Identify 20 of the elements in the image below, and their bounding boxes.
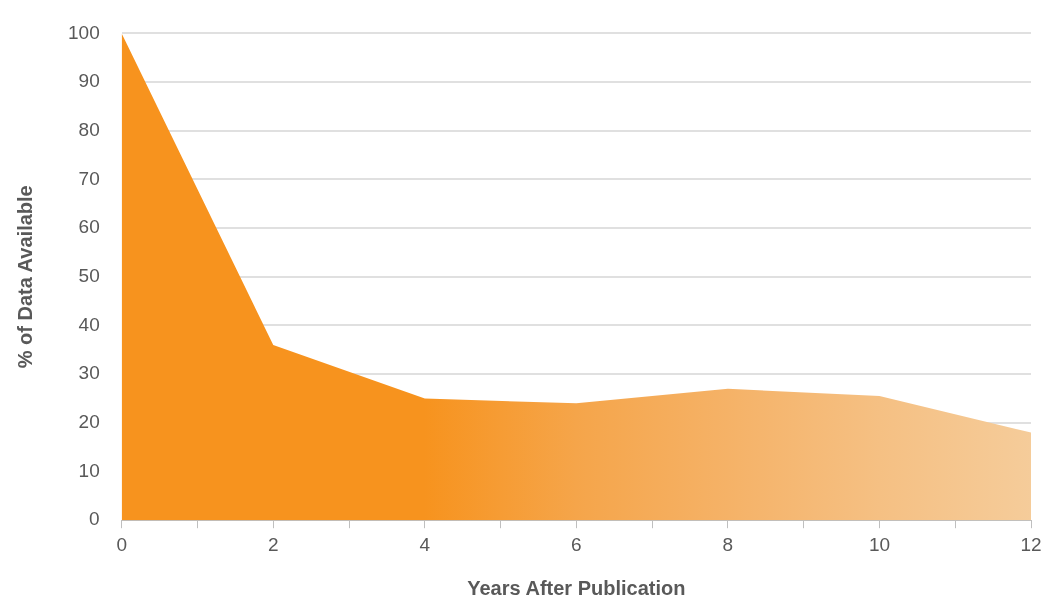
x-tick-label: 0	[116, 533, 127, 555]
y-tick-label: 100	[68, 21, 100, 43]
y-tick-label: 50	[78, 265, 100, 287]
y-tick-label: 90	[78, 70, 100, 92]
x-tick-label: 8	[722, 533, 734, 555]
y-tick-label: 40	[78, 313, 100, 335]
x-tick-label: 4	[419, 533, 431, 555]
y-tick-label: 80	[78, 118, 100, 140]
y-tick-label: 70	[78, 167, 100, 189]
y-tick-label: 10	[78, 459, 100, 481]
y-tick-label: 0	[89, 508, 100, 530]
y-axis-title: % of Data Available	[13, 185, 36, 369]
y-tick-label: 20	[78, 411, 100, 433]
x-tick-label: 2	[267, 533, 279, 555]
y-tick-label: 30	[78, 362, 100, 384]
x-tick-label: 10	[868, 533, 891, 555]
x-tick-label: 12	[1020, 533, 1042, 555]
y-tick-label: 60	[78, 216, 100, 238]
x-axis-title: Years After Publication	[467, 576, 686, 599]
x-tick-label: 6	[571, 533, 582, 555]
